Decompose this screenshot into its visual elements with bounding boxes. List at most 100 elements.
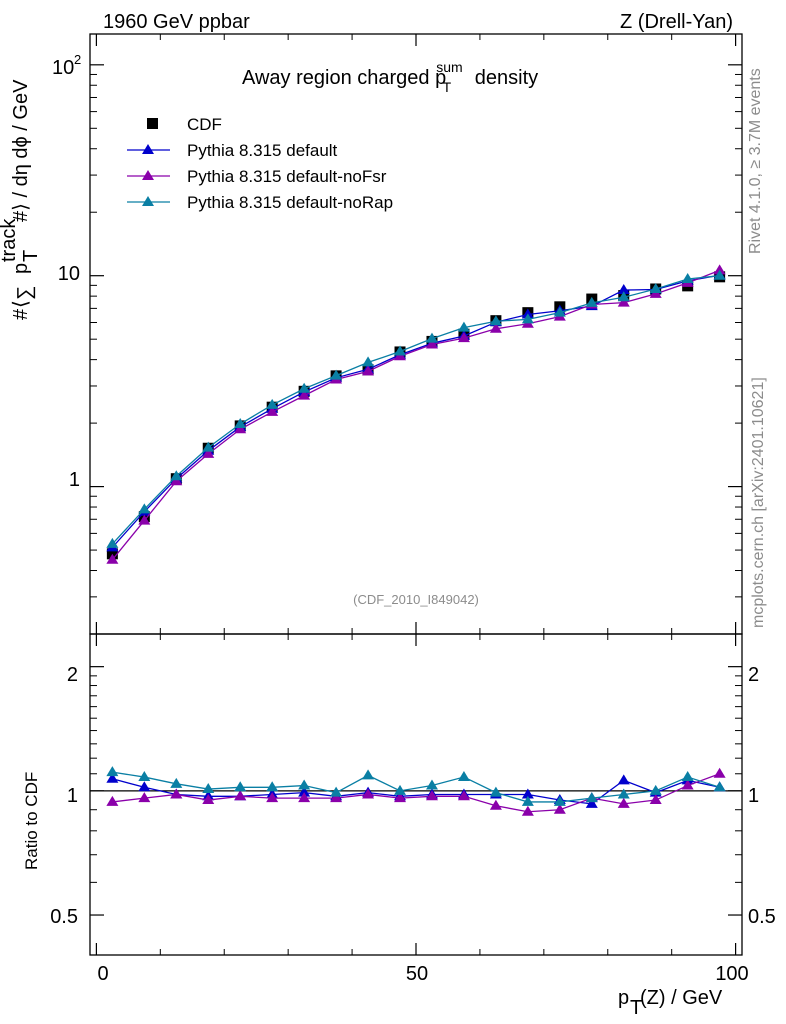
ratio-point-norap xyxy=(362,769,375,780)
ratio-point-nofsr xyxy=(234,790,247,801)
ratio-point-default xyxy=(298,786,311,797)
ratio-ytick-label-1: 1 xyxy=(67,785,78,807)
point-nofsr xyxy=(457,332,470,343)
legend-marker-norap xyxy=(142,196,154,206)
xlabel-part-p: p xyxy=(618,987,629,1009)
point-norap xyxy=(521,313,534,324)
point-norap xyxy=(266,398,279,409)
ratio-point-nofsr xyxy=(649,794,662,805)
legend: CDF Pythia 8.315 default Pythia 8.315 de… xyxy=(127,115,393,212)
ratio-point-nofsr xyxy=(266,792,279,803)
ratio-data-layer xyxy=(106,766,726,816)
point-norap xyxy=(106,537,119,548)
series-line-norap xyxy=(111,275,720,545)
legend-marker-default xyxy=(142,144,154,154)
point-norap xyxy=(330,369,343,380)
ratio-ytick-label-0.5: 0.5 xyxy=(50,906,78,928)
main-y-axis-label: # ⟨ ∑ p track T #⟩ / dη dϕ / GeV xyxy=(0,79,42,320)
title-main: Away region charged p xyxy=(242,67,446,89)
x-axis-label: p T (Z) / GeV xyxy=(618,987,723,1019)
ratio-point-nofsr xyxy=(457,790,470,801)
ytick-100-exponent: 2 xyxy=(74,52,81,67)
ratio-ytick-label-right-2: 2 xyxy=(748,664,759,686)
ratio-point-nofsr xyxy=(202,794,215,805)
ratio-line-norap xyxy=(112,771,720,803)
ratio-point-nofsr xyxy=(330,792,343,803)
series-line-default xyxy=(111,274,720,548)
ratio-point-nofsr xyxy=(362,788,375,799)
point-norap xyxy=(202,441,215,452)
point-nofsr xyxy=(138,514,151,525)
ratio-axis-ticks xyxy=(90,634,742,955)
ratio-point-norap xyxy=(266,781,279,792)
point-norap xyxy=(681,272,694,283)
ratio-point-norap xyxy=(681,771,694,782)
ytick-100-base: 10 xyxy=(52,57,74,79)
ylabel-part-track: track xyxy=(0,218,20,262)
series-line-nofsr xyxy=(111,269,720,561)
ratio-point-nofsr xyxy=(106,795,119,806)
point-nofsr xyxy=(362,365,375,376)
ylabel-part-langle: ⟨ xyxy=(10,300,32,308)
ratio-point-norap xyxy=(138,771,151,782)
ratio-point-default xyxy=(521,788,534,799)
ratio-point-norap xyxy=(713,781,726,792)
xtick-label-50: 50 xyxy=(406,963,428,985)
ratio-line-nofsr xyxy=(112,773,720,813)
ratio-y-axis-label: Ratio to CDF xyxy=(22,772,41,870)
point-norap xyxy=(649,282,662,293)
point-norap xyxy=(394,345,407,356)
point-norap xyxy=(713,269,726,280)
ratio-point-norap xyxy=(617,788,630,799)
point-default xyxy=(617,284,630,295)
main-data-layer xyxy=(106,264,726,564)
ratio-point-norap xyxy=(585,792,598,803)
ytick-label-1: 1 xyxy=(69,469,80,491)
point-norap xyxy=(234,418,247,429)
ratio-point-nofsr xyxy=(425,790,438,801)
ytick-label-10: 10 xyxy=(58,263,80,285)
point-nofsr xyxy=(617,296,630,307)
ratio-point-nofsr xyxy=(138,792,151,803)
ratio-point-norap xyxy=(202,783,215,794)
point-norap xyxy=(457,321,470,332)
point-nofsr xyxy=(713,264,726,275)
header-energy-label: 1960 GeV ppbar xyxy=(103,11,250,33)
point-norap xyxy=(170,470,183,481)
legend-label-cdf: CDF xyxy=(187,115,222,134)
main-axis-ticks xyxy=(90,34,742,635)
legend-label-default: Pythia 8.315 default xyxy=(187,141,338,160)
point-nofsr xyxy=(106,553,119,564)
xtick-label-100: 100 xyxy=(715,963,748,985)
point-nofsr xyxy=(202,447,215,458)
ratio-point-nofsr xyxy=(553,803,566,814)
ratio-point-nofsr xyxy=(394,792,407,803)
ratio-point-norap xyxy=(489,786,502,797)
point-norap xyxy=(298,382,311,393)
point-nofsr xyxy=(170,475,183,486)
point-norap xyxy=(553,306,566,317)
legend-label-norap: Pythia 8.315 default-noRap xyxy=(187,193,393,212)
ratio-point-norap xyxy=(170,777,183,788)
mcplots-label: mcplots.cern.ch [arXiv:2401.10621] xyxy=(750,377,767,628)
legend-label-nofsr: Pythia 8.315 default-noFsr xyxy=(187,167,387,186)
legend-marker-cdf xyxy=(147,118,158,129)
point-norap xyxy=(489,315,502,326)
ylabel-part-p: p xyxy=(10,263,32,274)
ylabel-part-T: T xyxy=(20,250,42,262)
ratio-point-norap xyxy=(330,786,343,797)
xlabel-part-T: T xyxy=(630,997,642,1019)
ratio-point-default xyxy=(617,774,630,785)
point-norap xyxy=(585,296,598,307)
ylabel-part-hash: # xyxy=(10,308,32,320)
header-process-label: Z (Drell-Yan) xyxy=(620,11,733,33)
ratio-ytick-label-right-1: 1 xyxy=(748,785,759,807)
ylabel-part-sum: ∑ xyxy=(14,286,36,300)
ratio-point-default xyxy=(106,772,119,783)
analysis-id-label: (CDF_2010_I849042) xyxy=(353,592,479,607)
ratio-point-norap xyxy=(553,795,566,806)
ratio-point-norap xyxy=(649,784,662,795)
ratio-point-nofsr xyxy=(681,779,694,790)
title-subscript: T xyxy=(443,79,452,95)
